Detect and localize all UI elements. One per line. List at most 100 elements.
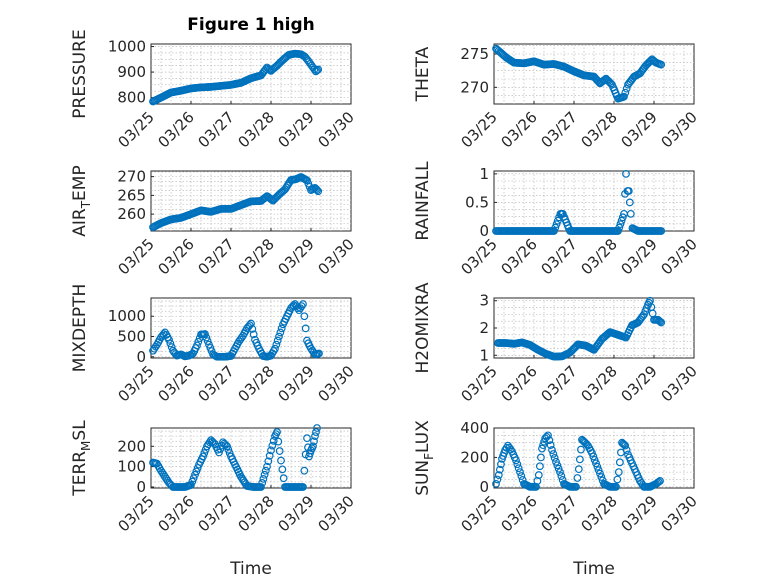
data-point [593, 462, 602, 471]
data-point [309, 442, 317, 451]
data-point [550, 227, 558, 235]
data-point [574, 465, 583, 474]
x-tick-label: 03/28 [578, 492, 621, 535]
y-axis-label: RAINFALL [413, 161, 433, 241]
x-tick-label: 03/28 [235, 235, 278, 278]
data-point [551, 223, 560, 232]
data-point [274, 437, 283, 446]
x-tick-label: 03/25 [115, 108, 158, 151]
axes-box [493, 427, 695, 489]
data-point [267, 446, 275, 455]
y-tick-label: 1000 [108, 307, 146, 325]
data-point [224, 445, 233, 454]
y-tick-label: 400 [460, 419, 489, 437]
data-point [594, 466, 603, 475]
data-point [269, 436, 278, 445]
data-point [299, 300, 307, 308]
figure-title: Figure 1 high [187, 15, 315, 35]
x-tick-label: 03/26 [155, 492, 198, 535]
x-tick-label: 03/25 [115, 492, 158, 535]
data-point [656, 477, 664, 485]
data-point [247, 319, 255, 328]
data-point [199, 452, 207, 461]
data-point [513, 460, 522, 469]
x-tick-label: 03/26 [498, 492, 541, 535]
data-point [606, 79, 615, 88]
data-point [618, 213, 627, 222]
y-tick-label: 2 [479, 319, 489, 337]
data-point [613, 475, 622, 484]
data-point [193, 341, 201, 350]
data-point [619, 439, 627, 448]
data-point [312, 428, 320, 436]
x-tick-label: 03/25 [458, 492, 501, 535]
data-point [654, 478, 663, 486]
y-tick-label: 800 [117, 89, 146, 107]
x-tick-label: 03/29 [275, 492, 318, 535]
data-point [276, 328, 285, 337]
x-tick-label: 03/25 [115, 235, 158, 278]
data-point [605, 78, 614, 87]
data-point [493, 475, 502, 484]
x-tick-label: 03/25 [458, 108, 501, 151]
x-tick-label: 03/25 [458, 362, 501, 405]
y-tick-label: 270 [117, 168, 146, 186]
data-point [580, 437, 589, 446]
data-point [279, 474, 288, 483]
data-point [590, 455, 599, 464]
data-point [271, 344, 279, 353]
data-point [277, 456, 285, 465]
data-point [187, 481, 195, 489]
data-point [552, 457, 560, 466]
y-axis-label: PRESSURE [70, 29, 90, 118]
data-point [200, 449, 209, 457]
data-point [315, 349, 323, 358]
data-point [553, 216, 562, 225]
data-point [596, 469, 604, 478]
data-point [534, 471, 543, 479]
y-tick-label: 1 [479, 346, 489, 364]
data-point [615, 458, 624, 467]
x-tick-label: 03/30 [315, 362, 358, 405]
data-point [495, 465, 504, 474]
y-axis-label: THETA [413, 46, 433, 102]
data-point [625, 198, 634, 207]
data-point [165, 335, 173, 344]
data-point [273, 336, 282, 345]
x-tick-label: 03/30 [658, 235, 701, 278]
data-point [248, 325, 257, 333]
x-tick-label: 03/27 [538, 492, 581, 535]
data-point [554, 464, 563, 473]
y-tick-label: 275 [460, 45, 489, 63]
data-point [268, 441, 277, 450]
data-point [301, 324, 310, 333]
x-tick-label: 03/27 [195, 235, 238, 278]
data-point [275, 447, 284, 455]
x-tick-label: 03/25 [115, 362, 158, 405]
x-tick-label: 03/30 [315, 492, 358, 535]
data-point [303, 434, 311, 443]
data-point [189, 474, 198, 483]
data-point [577, 445, 585, 454]
data-point [656, 317, 665, 326]
data-point [598, 476, 607, 485]
data-point [620, 92, 628, 101]
data-point [592, 459, 600, 468]
data-point [313, 424, 321, 432]
y-tick-label: 0 [479, 222, 489, 240]
x-tick-label: 03/29 [618, 362, 661, 405]
data-point [655, 316, 663, 325]
data-point [573, 474, 582, 482]
data-point [202, 333, 211, 342]
data-point [588, 449, 596, 457]
data-point [556, 468, 564, 477]
x-tick-label: 03/29 [618, 235, 661, 278]
y-tick-label: 0.5 [465, 193, 489, 211]
data-point [545, 436, 554, 445]
x-tick-label: 03/26 [498, 235, 541, 278]
data-point [616, 220, 625, 229]
x-tick-label: 03/28 [235, 492, 278, 535]
